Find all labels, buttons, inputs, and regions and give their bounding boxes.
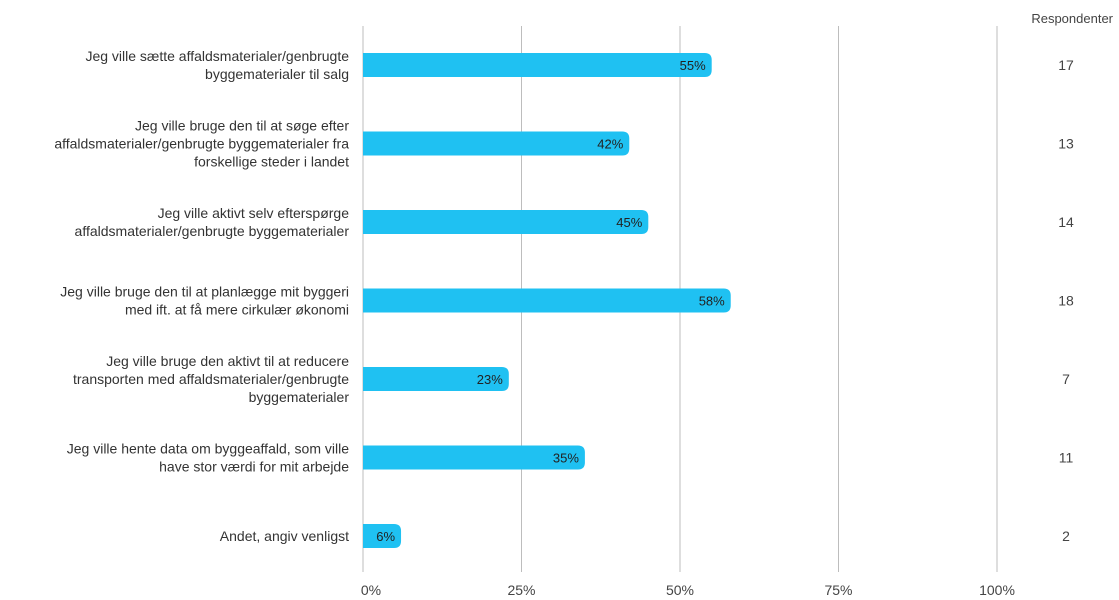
x-tick-label: 50% — [666, 582, 694, 598]
bar-value-label: 6% — [376, 529, 395, 544]
respondent-count: 13 — [1058, 136, 1074, 152]
respondent-count: 18 — [1058, 293, 1074, 309]
respondent-counts: 17 13 14 18 7 11 2 — [1058, 57, 1074, 544]
bar — [363, 131, 630, 156]
bar-value-label: 23% — [477, 372, 503, 387]
category-label: Jeg ville hente data om byggeaffald, som… — [67, 441, 349, 475]
category-label: Jeg ville bruge den til at planlægge mit… — [60, 284, 349, 318]
bar-value-label: 42% — [597, 137, 623, 152]
bar — [363, 288, 731, 313]
x-tick-label: 25% — [507, 582, 535, 598]
bar-value-label: 35% — [553, 451, 579, 466]
bar — [363, 210, 649, 234]
respondent-count: 11 — [1059, 450, 1074, 466]
respondents-header: Respondenter — [1031, 11, 1113, 26]
category-label: Jeg ville bruge den til at søge efter aff… — [54, 118, 349, 170]
category-label: Andet, angiv venligst — [220, 528, 349, 544]
x-tick-label: 75% — [824, 582, 852, 598]
respondent-count: 2 — [1062, 528, 1070, 544]
category-labels: Jeg ville sætte affaldsmaterialer/genbru… — [54, 48, 349, 544]
bar — [363, 53, 712, 77]
category-label: Jeg ville sætte affaldsmaterialer/genbru… — [85, 48, 349, 82]
bars: 55% 42% 45% 58% 23% 35% 6% — [363, 53, 731, 548]
bar-value-label: 58% — [699, 294, 725, 309]
bar-value-label: 45% — [616, 215, 642, 230]
respondent-count: 17 — [1058, 57, 1074, 73]
category-label: Jeg ville aktivt selv efterspørge affalds… — [75, 205, 350, 239]
x-axis-ticks: 0% 25% 50% 75% 100% — [361, 582, 1015, 598]
bar-value-label: 55% — [680, 58, 706, 73]
x-tick-label: 100% — [979, 582, 1015, 598]
bar — [363, 367, 509, 391]
bar — [363, 445, 585, 470]
category-label: Jeg ville bruge den aktivt til at reduce… — [73, 353, 349, 405]
x-tick-label: 0% — [361, 582, 381, 598]
respondent-count: 14 — [1058, 214, 1074, 230]
respondent-count: 7 — [1062, 371, 1070, 387]
bar — [363, 524, 402, 548]
